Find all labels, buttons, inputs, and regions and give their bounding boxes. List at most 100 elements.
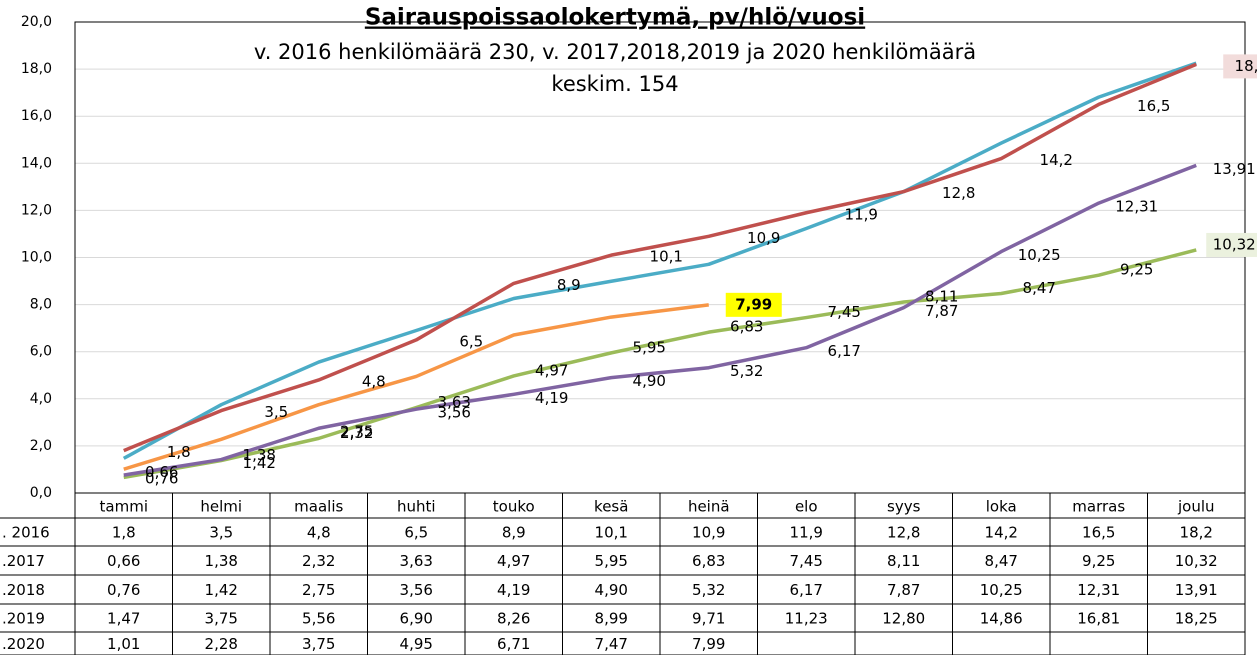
table-row-label: .2020 [2, 635, 45, 653]
table-cell: 3,63 [400, 552, 433, 570]
subtitle: keskim. 154 [551, 72, 678, 96]
y-tick-label: 0,0 [30, 485, 52, 501]
data-label: 14,2 [1040, 151, 1073, 169]
table-cell: 7,99 [692, 635, 725, 653]
label-highlight [1206, 232, 1257, 257]
table-cell: 0,66 [107, 552, 140, 570]
table-cell: 3,75 [302, 635, 335, 653]
data-label: 4,90 [633, 372, 666, 390]
data-label: 7,99 [735, 295, 772, 313]
table-cell: 8,26 [497, 610, 530, 628]
data-label: 3,63 [438, 393, 471, 411]
table-cell: 6,90 [400, 610, 433, 628]
table-cell: 4,8 [307, 524, 331, 542]
line-series [123, 248, 1197, 480]
x-tick-label: huhti [397, 498, 436, 516]
table-cell: 12,31 [1077, 581, 1120, 599]
line-series [122, 61, 1197, 460]
data-label: 4,19 [535, 389, 568, 407]
y-tick-label: 2,0 [30, 438, 52, 454]
data-label: 1,8 [167, 443, 191, 461]
table-cell: 12,8 [887, 524, 920, 542]
data-label: 3,5 [264, 403, 288, 421]
table-row-label: .2018 [2, 581, 45, 599]
x-tick-label: maalis [294, 498, 343, 516]
x-tick-label: marras [1072, 498, 1125, 516]
table-cell: 6,17 [790, 581, 823, 599]
data-label: 4,8 [362, 372, 386, 390]
y-tick-label: 12,0 [21, 202, 52, 218]
data-label: 10,32 [1213, 235, 1256, 253]
table-cell: 10,32 [1175, 552, 1218, 570]
table-cell: 6,5 [404, 524, 428, 542]
y-tick-label: 8,0 [30, 297, 52, 313]
table-cell: 1,8 [112, 524, 136, 542]
table-row-label: .2019 [2, 610, 45, 628]
x-tick-label: touko [493, 498, 535, 516]
table-row-label: .2017 [2, 552, 45, 570]
y-tick-label: 18,0 [21, 61, 52, 77]
data-label: 16,5 [1137, 97, 1170, 115]
line-series [123, 163, 1197, 477]
data-label: 5,32 [730, 362, 763, 380]
data-label: 2,75 [340, 423, 373, 441]
label-highlight [1223, 54, 1257, 79]
line-series [123, 303, 709, 471]
table-cell: 16,81 [1077, 610, 1120, 628]
data-label: 13,91 [1213, 160, 1256, 178]
data-label: 11,9 [845, 205, 878, 223]
x-tick-label: joulu [1177, 498, 1215, 516]
subtitle: v. 2016 henkilömäärä 230, v. 2017,2018,2… [254, 40, 976, 64]
table-cell: 13,91 [1175, 581, 1218, 599]
table-cell: 10,25 [980, 581, 1023, 599]
table-cell: 3,75 [205, 610, 238, 628]
table-cell: 7,47 [595, 635, 628, 653]
data-label: 0,76 [145, 470, 178, 488]
y-tick-label: 16,0 [21, 108, 52, 124]
table-cell: 5,32 [692, 581, 725, 599]
table-cell: 11,9 [790, 524, 823, 542]
table-cell: 5,95 [595, 552, 628, 570]
data-label: 12,8 [942, 184, 975, 202]
table-cell: 4,90 [595, 581, 628, 599]
y-tick-label: 20,0 [21, 14, 52, 30]
data-label: 8,11 [925, 288, 958, 306]
table-cell: 1,38 [205, 552, 238, 570]
table-cell: 2,28 [205, 635, 238, 653]
table-cell: 2,75 [302, 581, 335, 599]
table-cell: 2,32 [302, 552, 335, 570]
table-cell: 3,56 [400, 581, 433, 599]
data-label: 3,56 [438, 404, 471, 422]
table-cell: 0,76 [107, 581, 140, 599]
data-label: 10,1 [650, 248, 683, 266]
table-cell: 1,42 [205, 581, 238, 599]
table-cell: 8,99 [595, 610, 628, 628]
table-cell: 1,01 [107, 635, 140, 653]
data-label: 9,25 [1120, 261, 1153, 279]
table-cell: 18,25 [1175, 610, 1218, 628]
label-highlight [725, 292, 782, 317]
table-cell: 12,80 [882, 610, 925, 628]
data-label: 8,9 [557, 276, 581, 294]
table-cell: 4,95 [400, 635, 433, 653]
data-label: 1,42 [243, 454, 276, 472]
x-tick-label: tammi [100, 498, 148, 516]
x-tick-label: syys [887, 498, 921, 516]
x-tick-label: kesä [594, 498, 628, 516]
data-label: 8,47 [1023, 279, 1056, 297]
table-cell: 3,5 [209, 524, 233, 542]
table-cell: 6,71 [497, 635, 530, 653]
table-cell: 10,9 [692, 524, 725, 542]
y-tick-label: 14,0 [21, 155, 52, 171]
table-cell: 8,9 [502, 524, 526, 542]
data-label: 6,5 [459, 332, 483, 350]
x-tick-label: loka [986, 498, 1017, 516]
table-row-label: . 2016 [2, 524, 50, 542]
x-tick-label: elo [795, 498, 818, 516]
y-tick-label: 6,0 [30, 344, 52, 360]
data-label: 1,38 [243, 446, 276, 464]
table-cell: 9,71 [692, 610, 725, 628]
x-tick-label: heinä [688, 498, 730, 516]
y-tick-label: 4,0 [30, 391, 52, 407]
